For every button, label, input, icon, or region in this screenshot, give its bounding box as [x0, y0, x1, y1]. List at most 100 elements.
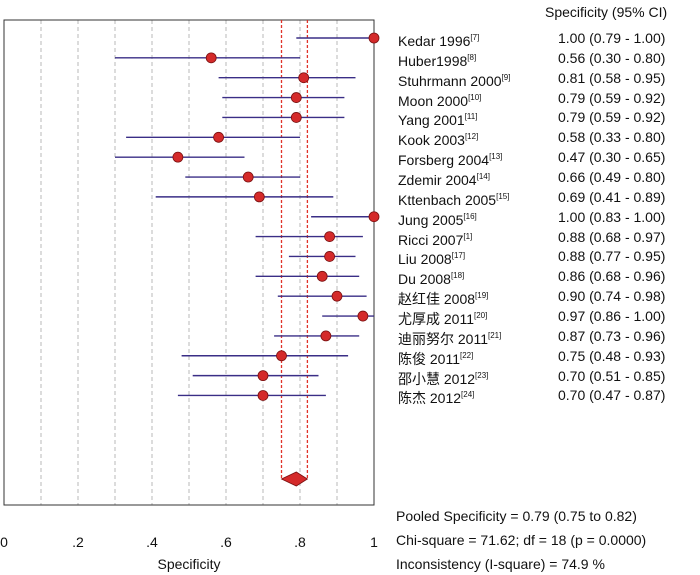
study-name: Du 2008	[398, 271, 451, 288]
x-tick-label: .2	[72, 534, 84, 550]
study-label: 邵小慧 2012[23]	[398, 368, 488, 387]
study-ci-value: 0.56 (0.30 - 0.80)	[558, 49, 666, 66]
study-ci-value: 0.69 (0.41 - 0.89)	[558, 188, 666, 205]
study-label: Stuhrmann 2000[9]	[398, 70, 510, 89]
study-label: 陈俊 2011[22]	[398, 348, 473, 367]
study-name: Yang 2001	[398, 112, 465, 129]
study-label: Zdemir 2004[14]	[398, 169, 490, 188]
study-ci-value: 0.81 (0.58 - 0.95)	[558, 69, 666, 86]
study-point	[357, 310, 369, 322]
study-reference: [14]	[476, 172, 490, 182]
study-reference: [7]	[470, 33, 480, 42]
study-reference: [19]	[475, 291, 489, 301]
study-ci-value: 0.58 (0.33 - 0.80)	[558, 129, 666, 146]
study-point	[213, 131, 225, 143]
x-tick-label: .6	[220, 534, 232, 550]
study-name: Huber1998	[398, 52, 468, 69]
study-label: Forsberg 2004[13]	[398, 149, 502, 168]
study-reference: [1]	[463, 231, 473, 241]
study-name: 迪丽努尔 2011	[398, 330, 488, 347]
study-label: Liu 2008[17]	[398, 248, 465, 267]
study-name: Kttenbach 2005	[398, 191, 497, 208]
study-label: Huber1998[8]	[398, 50, 476, 69]
study-point	[290, 92, 302, 103]
study-reference: [13]	[489, 152, 503, 162]
study-name: Jung 2005	[398, 211, 464, 228]
study-ci-value: 0.97 (0.86 - 1.00)	[558, 308, 666, 325]
study-point	[324, 231, 336, 243]
x-tick-label: .4	[146, 534, 158, 550]
study-name: 尤厚成 2011	[398, 311, 474, 328]
study-name: Stuhrmann 2000	[398, 72, 502, 89]
study-ci-value: 0.86 (0.68 - 0.96)	[558, 268, 666, 285]
x-tick-label: .8	[294, 534, 306, 550]
study-ci-value: 0.90 (0.74 - 0.98)	[558, 288, 666, 305]
study-reference: [23]	[475, 370, 489, 380]
study-point	[298, 72, 310, 84]
study-reference: [11]	[464, 112, 478, 122]
study-name: Kook 2003	[398, 132, 465, 149]
study-point	[205, 52, 217, 64]
study-label: Du 2008[18]	[398, 268, 464, 287]
study-ci-value: 0.70 (0.47 - 0.87)	[558, 387, 666, 404]
study-ci-value: 0.88 (0.68 - 0.97)	[558, 228, 666, 245]
study-label: 赵红佳 2008[19]	[398, 288, 488, 307]
study-name: 陈杰 2012	[398, 390, 462, 407]
study-label: 尤厚成 2011[20]	[398, 308, 487, 327]
study-label: 陈杰 2012[24]	[398, 387, 474, 406]
x-axis-label: Specificity	[157, 556, 221, 572]
study-reference: [16]	[463, 211, 477, 221]
study-label: Kook 2003[12]	[398, 129, 478, 148]
study-label: Kttenbach 2005[15]	[398, 189, 509, 208]
study-ci-value: 0.79 (0.59 - 0.92)	[558, 89, 666, 106]
study-name: 赵红佳 2008	[398, 291, 476, 308]
study-name: Kedar 1996	[398, 33, 471, 49]
study-point	[253, 191, 265, 203]
x-tick-label: 1	[370, 534, 378, 550]
study-reference: [8]	[467, 52, 477, 62]
study-ci-value: 0.88 (0.77 - 0.95)	[558, 248, 666, 265]
study-point	[172, 151, 184, 163]
study-reference: [18]	[450, 271, 465, 281]
study-label: 迪丽努尔 2011[21]	[398, 328, 501, 347]
study-point	[257, 390, 269, 401]
study-ci-value: 1.00 (0.83 - 1.00)	[558, 208, 666, 225]
pooled-diamond	[280, 471, 309, 487]
study-name: Ricci 2007	[398, 231, 464, 248]
study-name: Liu 2008	[398, 251, 452, 268]
study-reference: [15]	[496, 191, 510, 201]
study-ci-value: 1.00 (0.79 - 1.00)	[558, 30, 666, 46]
study-point	[276, 350, 287, 362]
study-point	[257, 370, 269, 382]
study-reference: [20]	[474, 311, 488, 321]
study-ci-value: 0.66 (0.49 - 0.80)	[558, 169, 666, 186]
study-ci-value: 0.75 (0.48 - 0.93)	[558, 347, 666, 364]
study-point	[368, 32, 380, 44]
study-name: Moon 2000	[398, 92, 469, 109]
study-point	[331, 290, 343, 302]
study-reference: [17]	[451, 251, 466, 261]
study-ci-value: 0.70 (0.51 - 0.85)	[558, 367, 666, 384]
study-ci-value: 0.47 (0.30 - 0.65)	[558, 149, 666, 166]
study-reference: [10]	[468, 92, 482, 102]
study-point	[290, 112, 302, 123]
chi-square-text: Chi-square = 71.62; df = 18 (p = 0.0000)	[396, 532, 647, 548]
study-ci-value: 0.87 (0.73 - 0.96)	[558, 327, 666, 344]
study-point	[316, 270, 328, 282]
study-reference: [12]	[464, 132, 479, 142]
study-point	[324, 251, 336, 262]
study-point	[242, 171, 254, 183]
x-tick-label: 0	[0, 534, 8, 550]
column-header: Specificity (95% CI)	[545, 4, 668, 20]
inconsistency-text: Inconsistency (I-square) = 74.9 %	[396, 556, 605, 572]
study-reference: [9]	[501, 72, 511, 82]
study-ci-value: 0.79 (0.59 - 0.92)	[558, 109, 666, 126]
study-label: Ricci 2007[1]	[398, 229, 472, 248]
study-point	[368, 211, 380, 223]
study-name: 邵小慧 2012	[398, 370, 476, 387]
pooled-specificity-text: Pooled Specificity = 0.79 (0.75 to 0.82)	[396, 508, 637, 524]
study-reference: [21]	[488, 330, 502, 340]
study-reference: [22]	[460, 350, 474, 360]
study-point	[320, 330, 332, 342]
